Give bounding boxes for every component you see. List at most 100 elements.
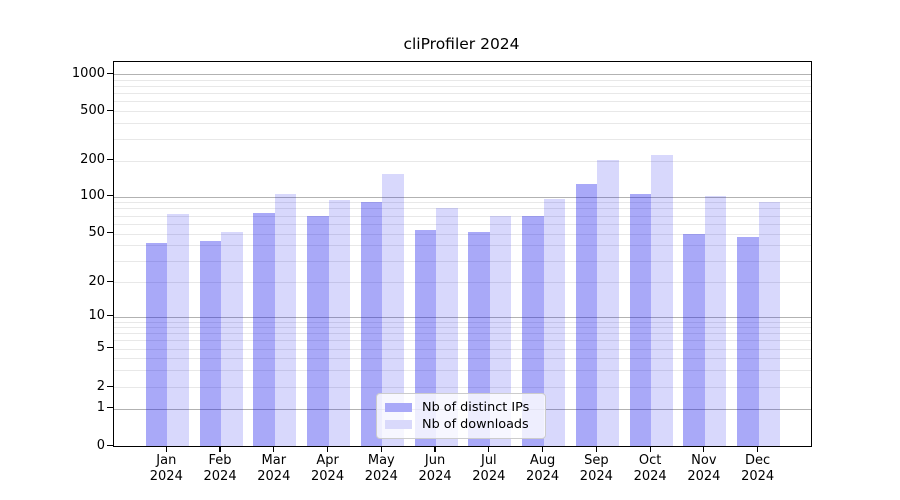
bar-jan-distinct-ips	[145, 242, 168, 446]
x-tick-label-jul: Jul 2024	[472, 453, 506, 484]
x-tick-mark	[273, 446, 275, 452]
gridline-minor	[114, 348, 811, 350]
bar-nov-distinct-ips	[683, 233, 705, 446]
bar-jul-downloads	[489, 216, 512, 446]
legend-item-downloads: Nb of downloads	[385, 416, 537, 432]
bar-apr-distinct-ips	[307, 215, 329, 446]
gridline-minor	[114, 282, 811, 283]
plot-area	[113, 61, 812, 447]
y-tick-mark	[106, 280, 113, 282]
x-tick-label-jun: Jun 2024	[418, 453, 452, 484]
x-tick-label-aug: Aug 2024	[526, 453, 560, 484]
x-tick-label-dec: Dec 2024	[741, 453, 775, 484]
bar-sep-distinct-ips	[575, 184, 598, 446]
legend-swatch-downloads	[385, 419, 412, 430]
x-tick-label-oct: Oct 2024	[633, 453, 667, 484]
gridline-minor	[114, 93, 811, 95]
bar-feb-downloads	[221, 232, 243, 446]
gridline-minor	[114, 111, 811, 112]
y-tick-mark	[106, 109, 113, 111]
y-tick-label-500: 500	[80, 102, 105, 118]
x-tick-mark	[165, 446, 167, 452]
gridline-major	[114, 196, 811, 198]
x-tick-label-feb: Feb 2024	[203, 453, 237, 484]
x-tick-mark	[380, 446, 382, 452]
x-tick-label-may: May 2024	[364, 453, 398, 484]
x-tick-mark	[703, 446, 705, 452]
gridline-minor	[114, 123, 811, 125]
gridline-minor	[114, 233, 811, 235]
y-tick-label-50: 50	[88, 225, 105, 240]
legend-swatch-distinct-ips	[385, 402, 412, 413]
gridline-minor	[114, 138, 811, 140]
gridline-major	[114, 316, 811, 318]
bar-aug-distinct-ips	[522, 216, 544, 446]
bar-may-distinct-ips	[360, 201, 383, 446]
bar-oct-distinct-ips	[629, 193, 652, 446]
x-tick-mark	[649, 446, 651, 452]
x-tick-label-jan: Jan 2024	[149, 453, 183, 484]
bar-aug-downloads	[543, 199, 566, 446]
y-tick-label-0: 0	[96, 437, 105, 453]
gridline-minor	[114, 321, 811, 323]
gridline-minor	[114, 327, 811, 328]
bar-sep-downloads	[597, 160, 619, 446]
bar-oct-downloads	[651, 154, 673, 446]
y-tick-label-5: 5	[96, 340, 105, 356]
gridline-minor	[114, 245, 811, 247]
gridline-minor	[114, 340, 811, 342]
bar-apr-downloads	[328, 200, 351, 446]
y-tick-mark	[106, 72, 113, 74]
bar-nov-downloads	[704, 195, 727, 446]
bar-jul-distinct-ips	[468, 232, 490, 446]
legend: Nb of distinct IPs Nb of downloads	[376, 393, 546, 439]
x-tick-mark	[488, 446, 490, 452]
x-tick-mark	[541, 446, 544, 452]
gridline-minor	[114, 101, 811, 103]
legend-item-distinct-ips: Nb of distinct IPs	[385, 399, 537, 415]
y-tick-label-10: 10	[88, 308, 105, 324]
y-tick-label-2: 2	[96, 378, 105, 394]
y-tick-label-100: 100	[80, 188, 105, 203]
bar-dec-distinct-ips	[737, 236, 759, 446]
bar-mar-downloads	[274, 194, 297, 446]
y-tick-mark	[106, 195, 113, 197]
x-tick-mark	[595, 446, 597, 452]
y-tick-mark	[106, 407, 113, 409]
x-tick-mark	[434, 446, 436, 452]
gridline-minor	[114, 223, 811, 225]
legend-label-downloads: Nb of downloads	[422, 416, 529, 432]
y-tick-mark	[106, 159, 113, 161]
y-tick-mark	[106, 232, 113, 234]
y-tick-label-20: 20	[88, 273, 105, 289]
chart-title: cliProfiler 2024	[403, 35, 520, 53]
y-tick-mark	[106, 315, 113, 317]
gridline-minor	[114, 208, 811, 210]
gridline-minor	[114, 333, 811, 335]
y-tick-mark	[106, 444, 113, 446]
gridline-minor	[114, 160, 811, 162]
bar-feb-distinct-ips	[199, 241, 222, 446]
x-tick-mark	[326, 446, 329, 452]
gridline-minor	[114, 202, 811, 204]
legend-label-distinct-ips: Nb of distinct IPs	[422, 399, 530, 415]
x-tick-label-mar: Mar 2024	[257, 453, 291, 484]
gridline-minor	[114, 86, 811, 88]
x-tick-label-sep: Sep 2024	[579, 453, 613, 484]
x-tick-label-nov: Nov 2024	[687, 453, 721, 484]
x-tick-mark	[757, 446, 759, 452]
bar-jun-distinct-ips	[414, 230, 437, 446]
gridline-minor	[114, 358, 811, 360]
gridline-minor	[114, 215, 811, 217]
gridline-minor	[114, 79, 811, 81]
bar-may-downloads	[382, 174, 404, 446]
y-tick-mark	[106, 385, 113, 387]
gridline-minor	[114, 387, 811, 388]
gridline-minor	[114, 260, 811, 262]
x-tick-label-apr: Apr 2024	[311, 453, 345, 484]
y-tick-label-1000: 1000	[71, 65, 105, 81]
y-tick-label-1: 1	[96, 400, 105, 416]
y-tick-label-200: 200	[80, 152, 105, 167]
x-tick-mark	[219, 446, 221, 452]
